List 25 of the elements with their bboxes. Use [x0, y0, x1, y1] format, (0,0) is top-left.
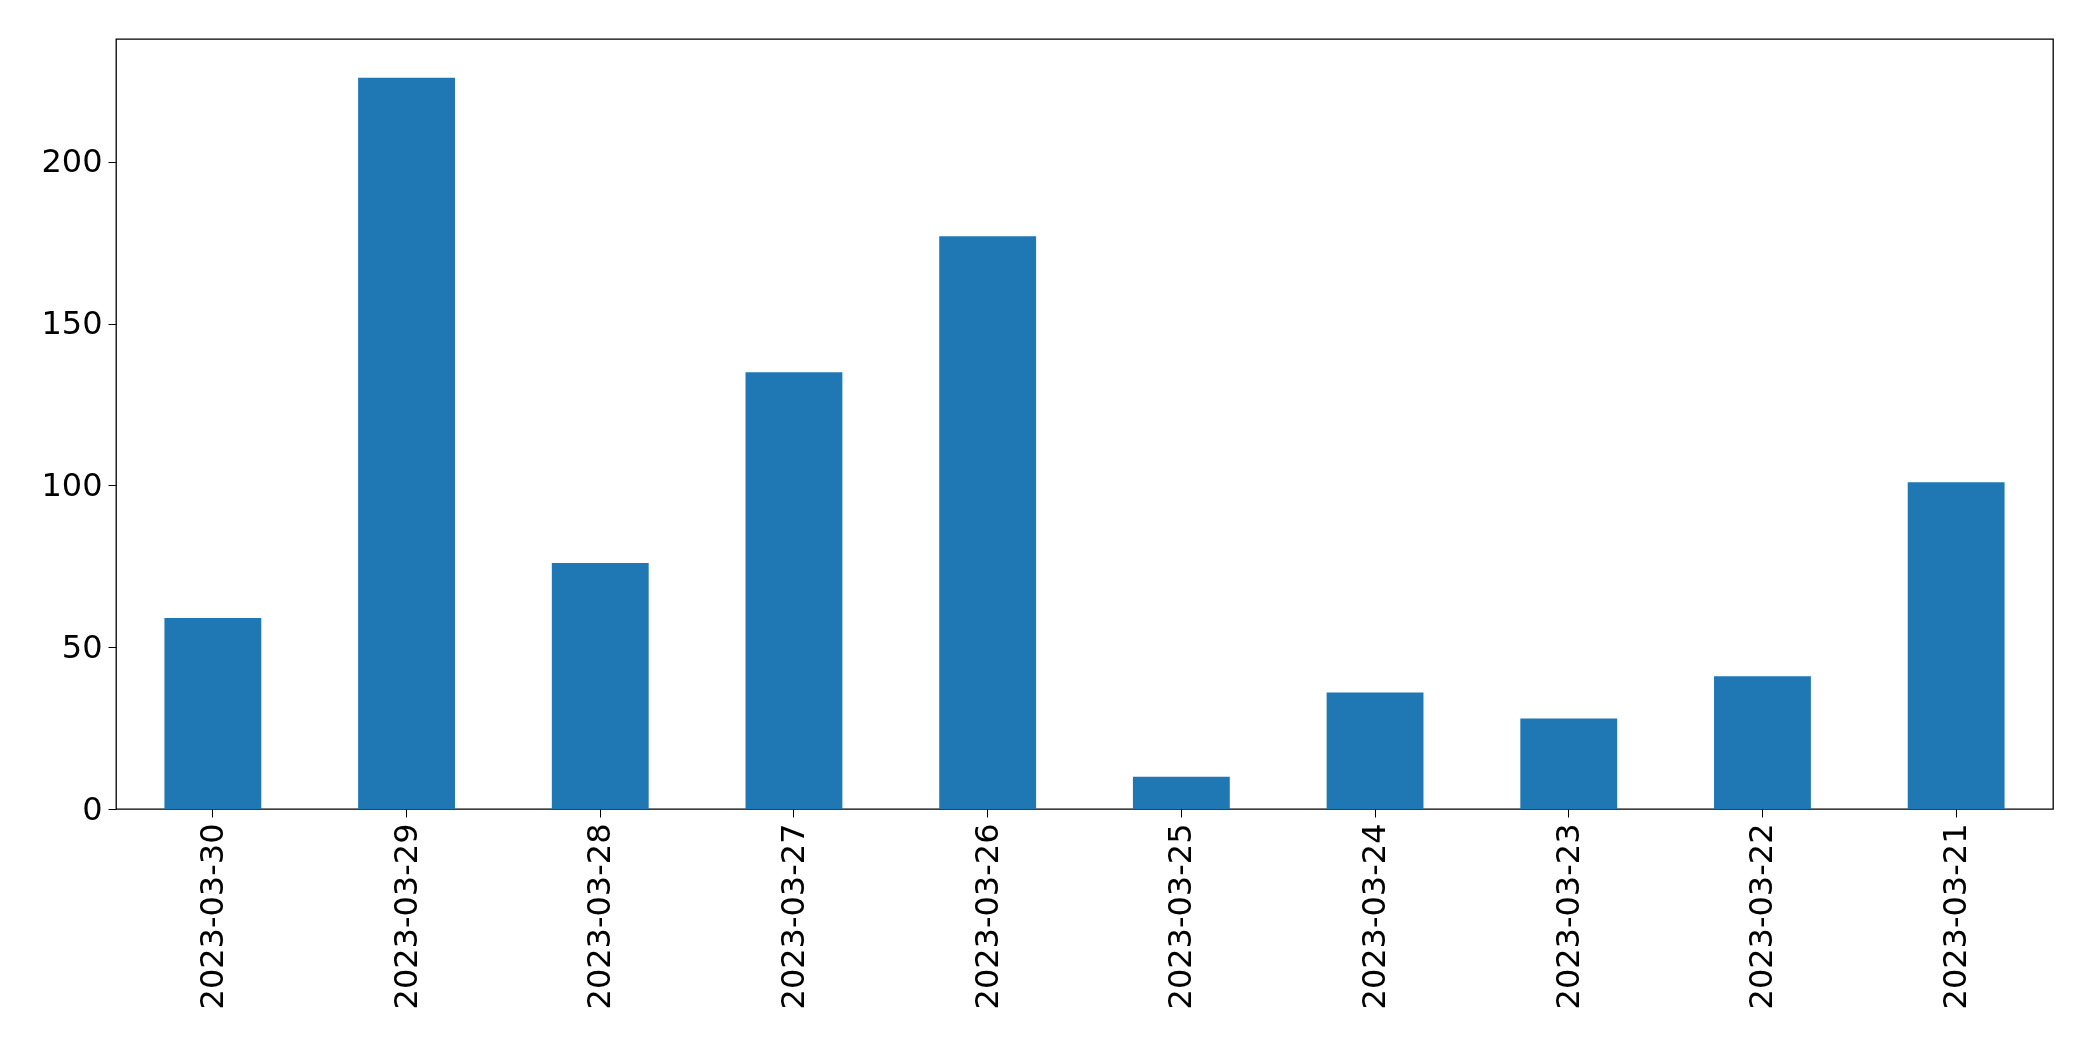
- bar: [745, 372, 843, 809]
- y-tick-label: 0: [82, 789, 103, 828]
- x-tick-label: 2023-03-25: [1161, 823, 1200, 1010]
- y-tick-label: 200: [41, 142, 103, 181]
- x-tick-label: 2023-03-26: [967, 823, 1006, 1010]
- y-tick-label: 150: [41, 304, 103, 343]
- x-tick-label: 2023-03-22: [1742, 823, 1781, 1010]
- x-tick-label: 2023-03-28: [580, 823, 619, 1010]
- x-tick-label: 2023-03-30: [192, 823, 231, 1010]
- bar: [551, 563, 649, 809]
- bar: [164, 618, 262, 809]
- bar: [358, 77, 455, 809]
- x-tick-label: 2023-03-29: [386, 823, 425, 1010]
- bar: [939, 236, 1037, 809]
- x-tick-label: 2023-03-24: [1355, 823, 1394, 1010]
- bar: [1714, 676, 1811, 809]
- bar: [1132, 776, 1230, 809]
- y-tick-label: 100: [41, 465, 103, 504]
- x-tick-label: 2023-03-23: [1548, 823, 1587, 1010]
- x-tick-label: 2023-03-21: [1936, 823, 1975, 1010]
- bar: [1907, 482, 2005, 809]
- bar: [1520, 718, 1618, 809]
- bar: [1326, 692, 1424, 809]
- x-tick-label: 2023-03-27: [773, 823, 812, 1010]
- y-tick-label: 50: [61, 627, 103, 666]
